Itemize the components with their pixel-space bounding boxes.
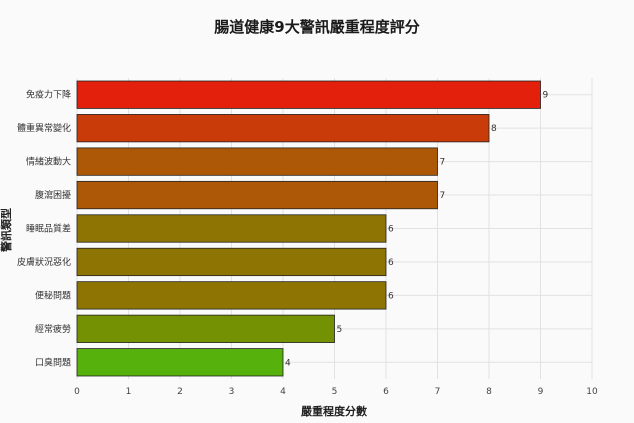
bar-8 — [76, 348, 284, 377]
x-tick-label-0: 0 — [74, 387, 80, 397]
category-label-1: 體重異常變化 — [17, 122, 71, 134]
category-label-8: 口臭問題 — [35, 356, 71, 368]
data-label-7: 5 — [337, 325, 343, 335]
bar-5 — [76, 247, 387, 277]
bars: 9 8 7 7 6 6 6 5 4 — [76, 80, 549, 377]
chart-title: 腸道健康9大警訊嚴重程度評分 — [214, 18, 419, 36]
x-tick-label-10: 10 — [586, 387, 598, 397]
data-label-4: 6 — [388, 225, 394, 235]
x-tick-label-9: 9 — [538, 387, 544, 397]
data-label-0: 9 — [543, 91, 549, 101]
y-axis-title: 警訊類型 — [0, 208, 13, 253]
x-tick-label-6: 6 — [383, 387, 389, 397]
x-tick-label-8: 8 — [486, 387, 492, 397]
bar-3 — [76, 180, 438, 210]
bar-2 — [76, 147, 438, 176]
category-label-2: 情緒波動大 — [26, 156, 71, 168]
bar-4 — [76, 214, 387, 243]
category-label-0: 免疫力下降 — [26, 89, 71, 101]
data-label-1: 8 — [491, 124, 497, 134]
x-tick-label-2: 2 — [177, 387, 183, 397]
bar-0 — [76, 80, 541, 109]
category-label-3: 腹瀉困擾 — [35, 189, 71, 201]
data-label-8: 4 — [285, 358, 291, 368]
x-tick-label-4: 4 — [280, 387, 286, 397]
category-label-5: 皮膚狀況惡化 — [17, 256, 71, 268]
x-tick-label-7: 7 — [435, 387, 441, 397]
x-tick-label-3: 3 — [229, 387, 235, 397]
data-label-5: 6 — [388, 258, 394, 268]
category-label-6: 便秘問題 — [35, 289, 71, 301]
bar-7 — [76, 314, 335, 343]
x-axis-ticks: 0 1 2 3 4 5 6 7 8 9 10 — [74, 387, 598, 397]
data-label-3: 7 — [440, 191, 446, 201]
data-label-2: 7 — [440, 158, 446, 168]
y-axis-categories: 免疫力下降體重異常變化情緒波動大腹瀉困擾睡眠品質差皮膚狀況惡化便秘問題經常疲勞口… — [17, 89, 71, 369]
bar-1 — [76, 114, 490, 143]
bar-6 — [76, 281, 387, 310]
x-tick-label-5: 5 — [332, 387, 338, 397]
x-axis-title: 嚴重程度分數 — [301, 404, 367, 418]
category-label-4: 睡眠品質差 — [26, 223, 71, 235]
data-label-6: 6 — [388, 291, 394, 301]
category-label-7: 經常疲勞 — [35, 323, 71, 335]
x-tick-label-1: 1 — [126, 387, 132, 397]
